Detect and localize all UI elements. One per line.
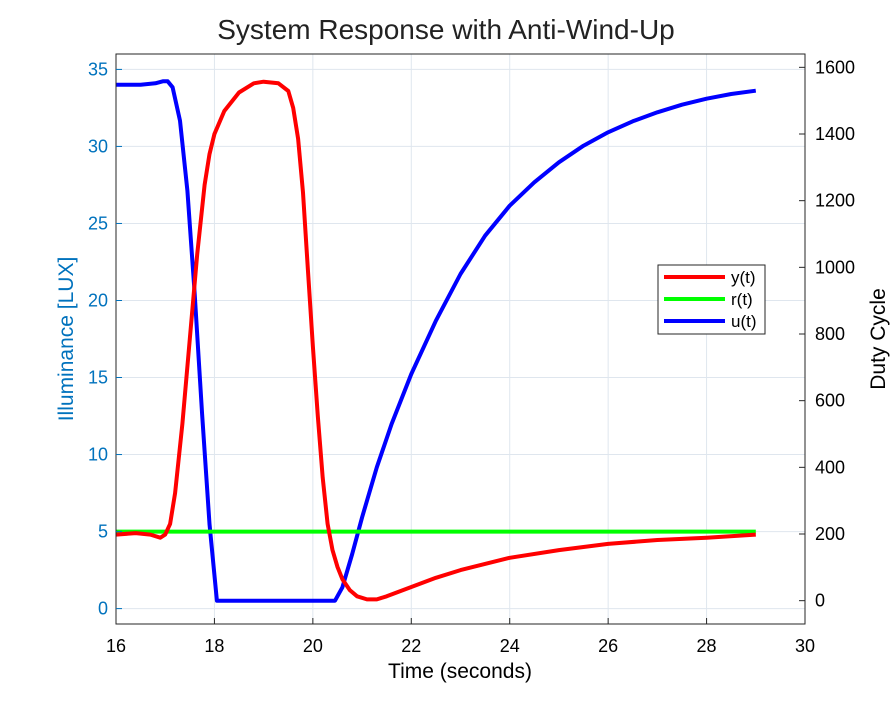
right-y-tick-label: 1600 (815, 57, 855, 77)
x-axis-label: Time (seconds) (388, 660, 532, 683)
right-y-tick-label: 1400 (815, 124, 855, 144)
left-y-tick-label: 0 (98, 599, 108, 619)
plot-area-border (115, 53, 806, 625)
left-y-tick-label: 15 (88, 368, 108, 388)
x-tick-label: 18 (204, 636, 224, 656)
right-y-tick-label: 800 (815, 324, 845, 344)
right-y-axis-label: Duty Cycle (867, 288, 890, 390)
axis-ticks: 16 18 20 22 24 26 28 30 0 5 10 15 20 25 30 35 0 200 400 600… (88, 57, 855, 656)
left-y-tick-label: 5 (98, 522, 108, 542)
x-tick-label: 20 (303, 636, 323, 656)
left-y-tick-label: 20 (88, 290, 108, 310)
right-y-tick-label: 600 (815, 391, 845, 411)
right-y-tick-label: 200 (815, 524, 845, 544)
x-tick-label: 30 (795, 636, 815, 656)
x-tick-label: 28 (697, 636, 717, 656)
chart-title: System Response with Anti-Wind-Up (217, 14, 675, 45)
x-tick-label: 26 (598, 636, 618, 656)
series-lines (115, 79, 757, 603)
left-y-tick-label: 30 (88, 136, 108, 156)
left-y-tick-label: 35 (88, 59, 108, 79)
right-y-tick-label: 1000 (815, 257, 855, 277)
x-tick-label: 24 (500, 636, 520, 656)
left-y-tick-label: 10 (88, 445, 108, 465)
legend-label-y: y(t) (731, 268, 756, 287)
x-tick-label: 22 (401, 636, 421, 656)
legend-label-u: u(t) (731, 312, 757, 331)
right-y-tick-label: 1200 (815, 191, 855, 211)
legend: y(t) r(t) u(t) (657, 264, 766, 335)
right-y-tick-label: 0 (815, 591, 825, 611)
left-y-axis-label: Illuminance [LUX] (55, 257, 78, 422)
series-line-ut (116, 79, 757, 603)
series-line-yt (115, 79, 756, 602)
right-y-tick-label: 400 (815, 457, 845, 477)
left-y-tick-label: 25 (88, 213, 108, 233)
legend-label-r: r(t) (731, 290, 753, 309)
x-tick-label: 16 (106, 636, 126, 656)
